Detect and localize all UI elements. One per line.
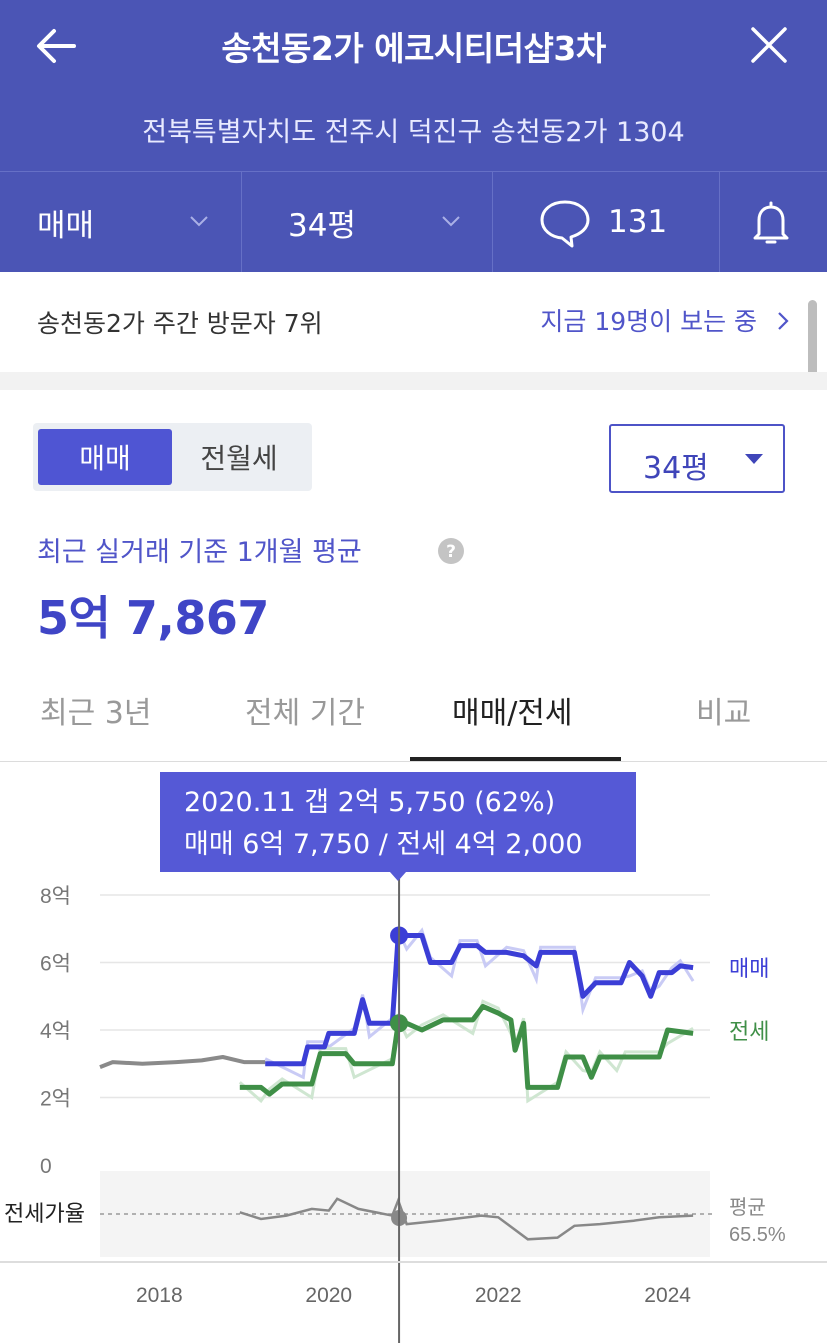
chevron-down-icon: [442, 216, 460, 227]
x-tick-label: 2018: [136, 1284, 183, 1307]
tooltip-line-1: 2020.11 갭 2억 5,750 (62%): [184, 787, 556, 818]
y-axis-ticks: 8억 6억 4억 2억 0: [40, 885, 71, 1178]
header: 송천동2가 에코시티더샵3차 전북특별자치도 전주시 덕진구 송천동2가 130…: [0, 0, 827, 272]
series-sale-line: [265, 933, 694, 1067]
chart-tooltip: 2020.11 갭 2억 5,750 (62%) 매매 6억 7,750 / 전…: [160, 772, 636, 872]
address: 전북특별자치도 전주시 덕진구 송천동2가 1304: [142, 117, 685, 148]
tooltip-line-2: 매매 6억 7,750 / 전세 4억 2,000: [184, 829, 583, 860]
average-label: 최근 실거래 기준 1개월 평균: [37, 537, 362, 568]
size-dropdown-value: 34평: [643, 451, 709, 486]
bell-icon[interactable]: [747, 200, 795, 246]
segment-rent[interactable]: 전월세: [200, 442, 278, 475]
y-tick-label: 0: [40, 1155, 52, 1178]
ratio-label: 전세가율: [4, 1201, 85, 1226]
header-toolbar: 매매 34평 131: [0, 171, 827, 272]
ratio-average-label: 평균: [729, 1196, 766, 1219]
size-dropdown[interactable]: 34평: [609, 424, 785, 493]
scrollbar[interactable]: [808, 300, 817, 382]
price-chart[interactable]: 8억 6억 4억 2억 0 2018 2020 2022 2024 전세가율 평균 65.5%…: [0, 762, 827, 1343]
grid: [100, 894, 710, 1099]
comment-button[interactable]: 131: [608, 172, 667, 272]
x-axis-ticks: 2018 2020 2022 2024: [136, 1284, 691, 1307]
series-ratio-line: [239, 1196, 694, 1241]
divider: [241, 172, 242, 272]
size-type-label: 34평: [288, 207, 356, 244]
trade-type-label: 매매: [37, 207, 95, 244]
viewing-now-text: 지금 19명이 보는 중: [540, 307, 758, 336]
active-tab-indicator: [410, 757, 621, 761]
chevron-right-icon: [778, 312, 789, 330]
x-tick-label: 2020: [305, 1284, 352, 1307]
tooltip-arrow: [390, 872, 406, 881]
tab-all-period[interactable]: 전체 기간: [245, 696, 365, 731]
divider: [492, 172, 493, 272]
period-tabs: 최근 3년 전체 기간 매매/전세 비교: [0, 670, 827, 762]
visitor-rank: 송천동2가 주간 방문자 7위: [37, 309, 323, 338]
divider: [719, 172, 720, 272]
x-tick-label: 2024: [644, 1284, 691, 1307]
legend-jeonse: 전세: [729, 1019, 769, 1044]
y-tick-label: 2억: [40, 1088, 71, 1111]
segment-sale[interactable]: 매매: [38, 429, 172, 485]
trade-type-select[interactable]: 매매: [37, 172, 94, 272]
series-history-line: [99, 1055, 266, 1069]
tab-recent-3y[interactable]: 최근 3년: [40, 696, 152, 731]
page-title: 송천동2가 에코시티더샵3차: [221, 29, 606, 68]
y-tick-label: 4억: [40, 1020, 71, 1043]
chevron-down-icon: [190, 216, 208, 227]
legend-sale: 매매: [729, 956, 769, 981]
tab-sale-jeonse[interactable]: 매매/전세: [452, 696, 573, 731]
size-type-select[interactable]: 34평: [288, 172, 356, 272]
visitor-banner[interactable]: 송천동2가 주간 방문자 7위 지금 19명이 보는 중: [0, 272, 827, 372]
close-icon[interactable]: [748, 24, 790, 66]
ratio-average-value: 65.5%: [729, 1224, 786, 1246]
caret-down-icon: [745, 454, 763, 464]
comment-count: 131: [608, 204, 668, 240]
section-divider: [0, 372, 827, 390]
svg-text:?: ?: [446, 542, 456, 562]
trade-segment-control: 매매 전월세: [33, 423, 312, 491]
tab-compare[interactable]: 비교: [696, 696, 752, 731]
back-arrow-icon[interactable]: [34, 26, 78, 66]
comment-bubble-icon[interactable]: [538, 197, 592, 249]
viewing-now-link[interactable]: 지금 19명이 보는 중: [540, 302, 791, 338]
x-tick-label: 2022: [475, 1284, 522, 1307]
series-jeonse-line: [239, 1003, 694, 1097]
y-tick-label: 6억: [40, 953, 71, 976]
y-tick-label: 8억: [40, 885, 71, 908]
help-icon[interactable]: ?: [437, 537, 465, 565]
average-price: 5억 7,867: [37, 591, 269, 645]
